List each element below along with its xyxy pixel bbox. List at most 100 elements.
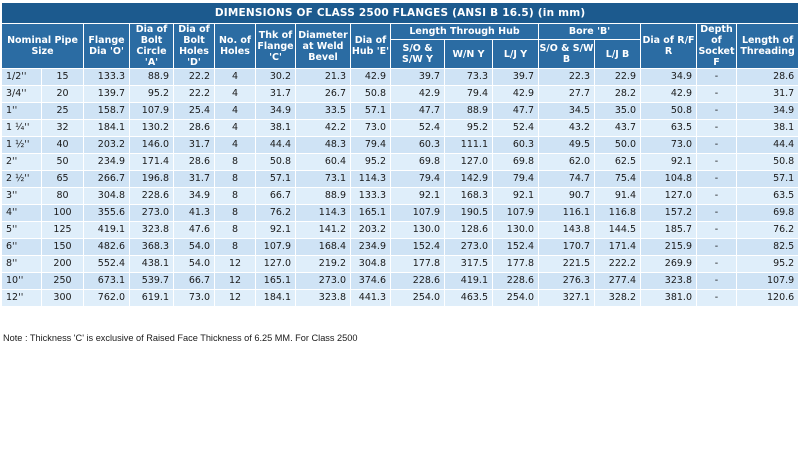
table-cell: 8'' — [1, 255, 42, 273]
table-cell: 4 — [214, 68, 256, 86]
table-row: 12'' 300 762.0 619.1 73.0 12 184.1 323.8 441.3 25… — [1, 289, 800, 307]
table-cell: 63.5 — [640, 119, 697, 137]
table-cell: 3'' — [1, 187, 42, 205]
table-cell: 254.0 — [390, 289, 445, 307]
table-cell: 50 — [41, 153, 84, 171]
table-cell: 158.7 — [83, 102, 130, 120]
header-depth-socket: Depth of Socket F — [696, 23, 737, 69]
table-cell: 328.2 — [594, 289, 641, 307]
table-cell: 4'' — [1, 204, 42, 222]
table-row: 8'' 200 552.4 438.1 54.0 12 127.0 219.2 304.8 177… — [1, 255, 800, 273]
table-cell: 228.6 — [129, 187, 174, 205]
table-cell: 133.3 — [350, 187, 391, 205]
table-cell: 304.8 — [350, 255, 391, 273]
table-row: 5'' 125 419.1 323.8 47.6 8 92.1 141.2 203.2 130.0… — [1, 221, 800, 239]
table-cell: 42.2 — [295, 119, 351, 137]
table-cell: 221.5 — [538, 255, 595, 273]
table-row: 3/4'' 20 139.7 95.2 22.2 4 31.7 26.7 50.8 42.9 79.… — [1, 85, 800, 103]
table-cell: 12 — [214, 289, 256, 307]
table-cell: 355.6 — [83, 204, 130, 222]
table-cell: 95.2 — [350, 153, 391, 171]
table-cell: 60.3 — [492, 136, 539, 154]
table-cell: 441.3 — [350, 289, 391, 307]
table-cell: 40 — [41, 136, 84, 154]
table-cell: 107.9 — [255, 238, 296, 256]
table-cell: 374.6 — [350, 272, 391, 290]
table-cell: 5'' — [1, 221, 42, 239]
table-cell: - — [696, 85, 737, 103]
table-cell: 63.5 — [735, 187, 800, 205]
table-cell: 219.2 — [295, 255, 351, 273]
header-flange-dia: Flange Dia 'O' — [83, 23, 130, 69]
table-cell: 95.2 — [735, 255, 800, 273]
table-cell: 25.4 — [173, 102, 215, 120]
table-cell: 144.5 — [594, 221, 641, 239]
header-no-of-holes: No. of Holes — [214, 23, 256, 69]
table-cell: 177.8 — [492, 255, 539, 273]
table-cell: 552.4 — [83, 255, 130, 273]
table-cell: 60.4 — [295, 153, 351, 171]
table-cell: 35.0 — [594, 102, 641, 120]
table-cell: 21.3 — [295, 68, 351, 86]
header-lth-lj: L/J Y — [492, 39, 539, 69]
table-cell: 34.9 — [735, 102, 800, 120]
table-cell: 79.4 — [350, 136, 391, 154]
table-cell: 32 — [41, 119, 84, 137]
flange-table-container: DIMENSIONS OF CLASS 2500 FLANGES (ANSI B… — [0, 2, 800, 307]
table-cell: 31.7 — [173, 170, 215, 188]
table-cell: 65 — [41, 170, 84, 188]
table-cell: 73.0 — [640, 136, 697, 154]
table-cell: 196.8 — [129, 170, 174, 188]
table-cell: 73.0 — [350, 119, 391, 137]
table-cell: 8 — [214, 238, 256, 256]
table-cell: 50.8 — [255, 153, 296, 171]
table-cell: 69.8 — [492, 153, 539, 171]
table-cell: 107.9 — [129, 102, 174, 120]
header-bore-lj: L/J B — [594, 39, 641, 69]
table-cell: 50.8 — [640, 102, 697, 120]
table-cell: 28.6 — [173, 153, 215, 171]
table-cell: 73.3 — [444, 68, 493, 86]
flange-dimensions-table: DIMENSIONS OF CLASS 2500 FLANGES (ANSI B… — [0, 2, 800, 307]
table-cell: 49.5 — [538, 136, 595, 154]
table-cell: 27.7 — [538, 85, 595, 103]
table-cell: 34.9 — [640, 68, 697, 86]
table-cell: 200 — [41, 255, 84, 273]
header-nominal-pipe-size: Nominal Pipe Size — [1, 23, 84, 69]
table-cell: 762.0 — [83, 289, 130, 307]
table-cell: 130.0 — [390, 221, 445, 239]
table-cell: 419.1 — [83, 221, 130, 239]
table-cell: 92.1 — [390, 187, 445, 205]
table-cell: 52.4 — [390, 119, 445, 137]
table-cell: 48.3 — [295, 136, 351, 154]
table-cell: 273.0 — [129, 204, 174, 222]
table-cell: 203.2 — [350, 221, 391, 239]
table-cell: 1'' — [1, 102, 42, 120]
table-cell: 22.3 — [538, 68, 595, 86]
table-cell: 47.7 — [390, 102, 445, 120]
table-cell: 419.1 — [444, 272, 493, 290]
table-cell: 277.4 — [594, 272, 641, 290]
table-cell: 92.1 — [255, 221, 296, 239]
table-cell: 116.1 — [538, 204, 595, 222]
table-cell: 79.4 — [492, 170, 539, 188]
table-body: 1/2'' 15 133.3 88.9 22.2 4 30.2 21.3 42.9 39.7 73.… — [1, 68, 800, 307]
table-cell: 4 — [214, 85, 256, 103]
table-cell: 215.9 — [640, 238, 697, 256]
table-cell: 22.2 — [173, 85, 215, 103]
table-row: 4'' 100 355.6 273.0 41.3 8 76.2 114.3 165.1 107.9… — [1, 204, 800, 222]
table-cell: 185.7 — [640, 221, 697, 239]
table-cell: 31.7 — [255, 85, 296, 103]
table-cell: 146.0 — [129, 136, 174, 154]
table-cell: 171.4 — [129, 153, 174, 171]
table-cell: 104.8 — [640, 170, 697, 188]
table-cell: 127.0 — [444, 153, 493, 171]
table-cell: 92.1 — [492, 187, 539, 205]
table-cell: 142.9 — [444, 170, 493, 188]
header-dia-bolt-circle: Dia of Bolt Circle 'A' — [129, 23, 174, 69]
table-cell: 88.9 — [129, 68, 174, 86]
table-cell: 107.9 — [735, 272, 800, 290]
table-cell: 25 — [41, 102, 84, 120]
table-cell: 42.9 — [350, 68, 391, 86]
table-cell: 52.4 — [492, 119, 539, 137]
